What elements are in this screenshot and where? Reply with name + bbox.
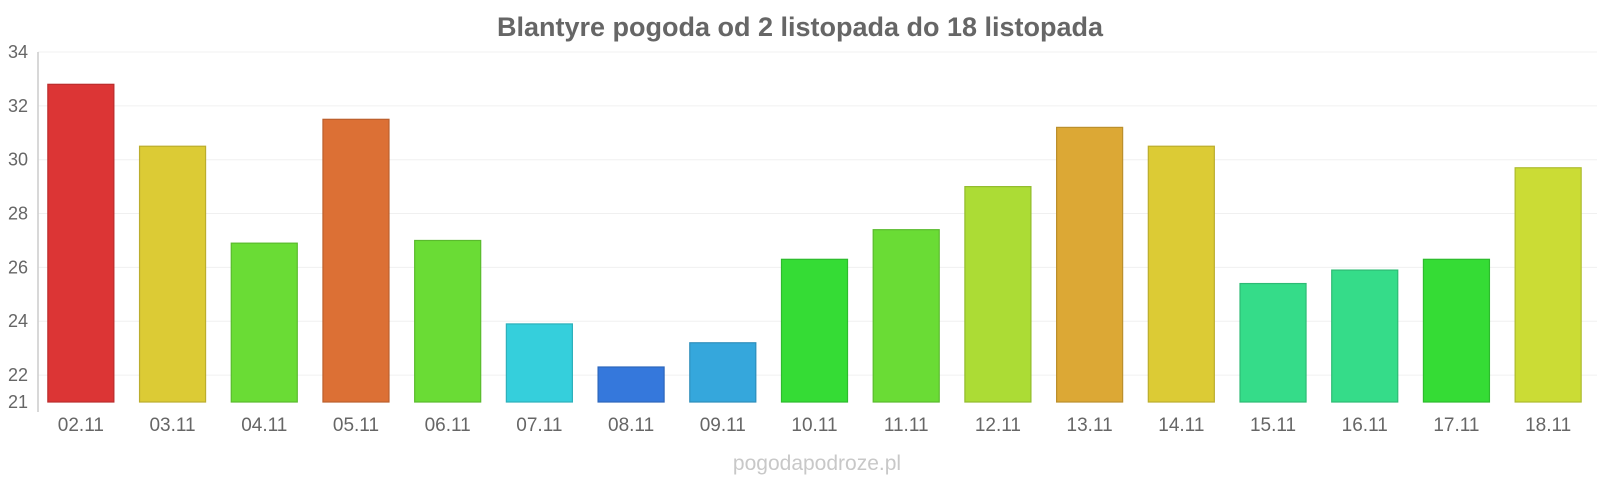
x-tick-label: 08.11	[608, 415, 654, 436]
x-tick-label: 05.11	[333, 415, 379, 436]
bar-10.11	[780, 258, 849, 403]
bar-14.11	[1147, 145, 1215, 403]
x-tick-label: 16.11	[1342, 415, 1388, 436]
bar-02.11	[47, 83, 115, 403]
y-tick-label: 24	[8, 311, 28, 331]
site-credit: pogodapodroze.pl	[733, 452, 901, 475]
bar-13.11	[1056, 126, 1124, 403]
x-tick-label: 10.11	[791, 415, 837, 436]
bar-17.11	[1422, 258, 1491, 403]
bar-05.11	[322, 118, 390, 403]
x-tick-label: 15.11	[1250, 415, 1296, 436]
y-axis-ticks: 21 22 24 26 28 30 32 34	[8, 42, 28, 412]
x-tick-label: 09.11	[700, 415, 746, 436]
y-tick-label: 30	[8, 150, 28, 170]
bar-07.11	[505, 323, 573, 403]
x-tick-label: 02.11	[58, 415, 104, 436]
bar-12.11	[964, 186, 1032, 403]
bar-03.11	[138, 145, 207, 403]
x-tick-label: 13.11	[1067, 415, 1113, 436]
x-tick-label: 12.11	[975, 415, 1021, 436]
bar-09.11	[689, 342, 757, 403]
bar-04.11	[230, 242, 298, 403]
x-tick-label: 06.11	[425, 415, 471, 436]
chart-title: Blantyre pogoda od 2 listopada do 18 lis…	[497, 12, 1104, 42]
y-tick-label: 21	[8, 392, 28, 412]
y-tick-label: 22	[8, 365, 28, 385]
x-axis-ticks: 02.11 03.11 04.11 05.11 06.11 07.11 08.11 09.11…	[58, 415, 1571, 436]
y-tick-label: 34	[8, 42, 28, 62]
bar-16.11	[1331, 269, 1399, 403]
bars	[47, 83, 1582, 403]
x-tick-label: 17.11	[1433, 415, 1479, 436]
bar-11.11	[872, 229, 940, 403]
y-tick-label: 32	[8, 96, 28, 116]
x-tick-label: 14.11	[1158, 415, 1204, 436]
x-tick-label: 03.11	[149, 415, 195, 436]
bar-08.11	[597, 366, 665, 403]
y-tick-label: 26	[8, 257, 28, 277]
x-tick-label: 18.11	[1525, 415, 1571, 436]
y-tick-label: 28	[8, 204, 28, 224]
bar-18.11	[1514, 167, 1582, 403]
x-tick-label: 07.11	[516, 415, 562, 436]
bar-15.11	[1239, 282, 1307, 403]
bar-06.11	[414, 239, 482, 403]
x-tick-label: 11.11	[884, 415, 929, 436]
x-tick-label: 04.11	[241, 415, 287, 436]
